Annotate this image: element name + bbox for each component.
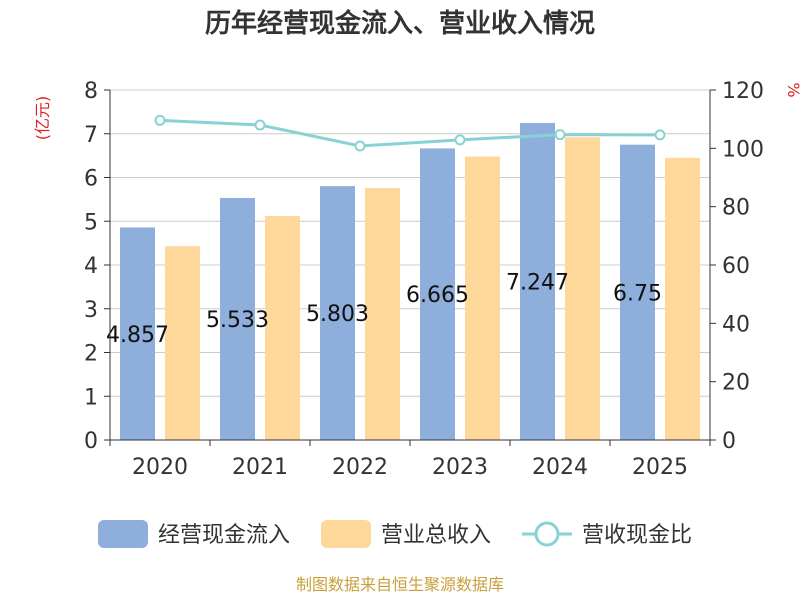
left-tick-label: 1 [84,385,98,410]
bar-cash-inflow [220,197,255,440]
bar-cash-inflow [620,144,655,440]
left-tick-label: 6 [84,167,98,192]
ratio-point [354,140,366,152]
data-label: 4.857 [106,323,169,348]
bar-revenue [465,156,500,440]
bar-revenue [165,246,200,440]
right-tick-label: 80 [722,196,750,221]
data-labels-layer: 4.857 5.533 5.803 6.665 7.247 6.75 [106,270,662,347]
left-tick-label: 0 [84,429,98,454]
bar-cash-inflow [120,227,155,440]
right-tick-label: 60 [722,254,750,279]
bar-cash-inflow [420,148,455,440]
ratio-point [454,134,466,146]
legend-swatch-marker [534,521,560,547]
ratio-point [554,129,566,141]
legend: 经营现金流入 营业总收入 营收现金比 [98,520,692,548]
left-tick-label: 2 [84,342,98,367]
legend-swatch-cash-inflow [98,520,148,548]
ratio-point [654,129,666,141]
bar-revenue [265,216,300,440]
bar-cash-inflow [520,122,555,440]
left-tick-label: 3 [84,298,98,323]
x-tick-label: 2023 [432,455,488,480]
data-label: 7.247 [506,270,569,295]
left-tick-label: 7 [84,123,98,148]
x-tick-label: 2020 [132,455,188,480]
gridlines [110,89,710,441]
data-label: 6.75 [613,281,662,306]
legend-label-ratio: 营收现金比 [582,523,692,548]
bar-cash-inflow [320,186,355,440]
left-tick-label: 5 [84,210,98,235]
left-axis-unit: (亿元) [33,96,52,141]
x-tick-label: 2025 [632,455,688,480]
bars-layer [120,122,700,440]
data-label: 5.533 [206,308,269,333]
legend-swatch-revenue [321,520,371,548]
right-tick-label: 20 [722,371,750,396]
x-tick-label: 2024 [532,455,588,480]
right-tick-label: 40 [722,312,750,337]
legend-label-revenue: 营业总收入 [381,523,491,548]
data-label: 6.665 [406,283,469,308]
x-tick-label: 2022 [332,455,388,480]
source-note: 制图数据来自恒生聚源数据库 [296,575,504,594]
right-tick-label: 0 [722,429,736,454]
legend-label-cash-inflow: 经营现金流入 [158,523,290,548]
left-tick-label: 4 [84,254,98,279]
right-tick-label: 120 [722,79,764,104]
ratio-line [159,118,661,148]
bar-revenue [365,188,400,440]
chart-title: 历年经营现金流入、营业收入情况 [205,8,595,39]
ratio-point [254,119,266,131]
ratio-point [154,114,166,126]
data-label: 5.803 [306,302,369,327]
x-tick-label: 2021 [232,455,288,480]
left-tick-label: 8 [84,79,98,104]
bar-revenue [665,157,700,440]
line-layer [154,114,666,152]
right-axis-unit: % [784,82,800,97]
right-tick-label: 100 [722,137,764,162]
bar-revenue [565,137,600,440]
